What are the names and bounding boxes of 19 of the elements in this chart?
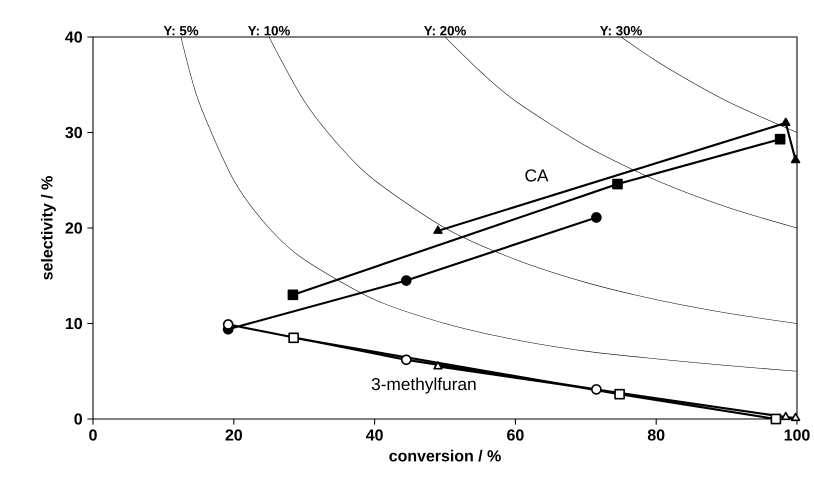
x-tick-label: 0 <box>89 429 97 441</box>
annotation: Y: 30% <box>600 26 642 36</box>
x-axis-title: conversion / % <box>389 450 501 462</box>
x-tick-label: 80 <box>648 429 664 441</box>
x-tick-label: 60 <box>507 429 524 441</box>
annotation: Y: 10% <box>248 26 290 36</box>
annotation: 3-methylfuran <box>372 378 476 394</box>
y-axis-title: selectivity / % <box>40 176 56 280</box>
x-tick-label: 100 <box>784 429 810 441</box>
annotation: Y: 5% <box>164 26 198 36</box>
y-tick-label: 0 <box>74 413 82 425</box>
x-tick-label: 20 <box>226 429 242 441</box>
annotation: CA <box>525 169 548 182</box>
y-tick-label: 10 <box>66 318 82 330</box>
annotation: Y: 20% <box>424 26 466 36</box>
y-tick-label: 20 <box>65 222 82 234</box>
x-tick-label: 40 <box>366 429 383 441</box>
y-tick-label: 40 <box>65 31 82 43</box>
y-tick-label: 30 <box>65 126 82 138</box>
